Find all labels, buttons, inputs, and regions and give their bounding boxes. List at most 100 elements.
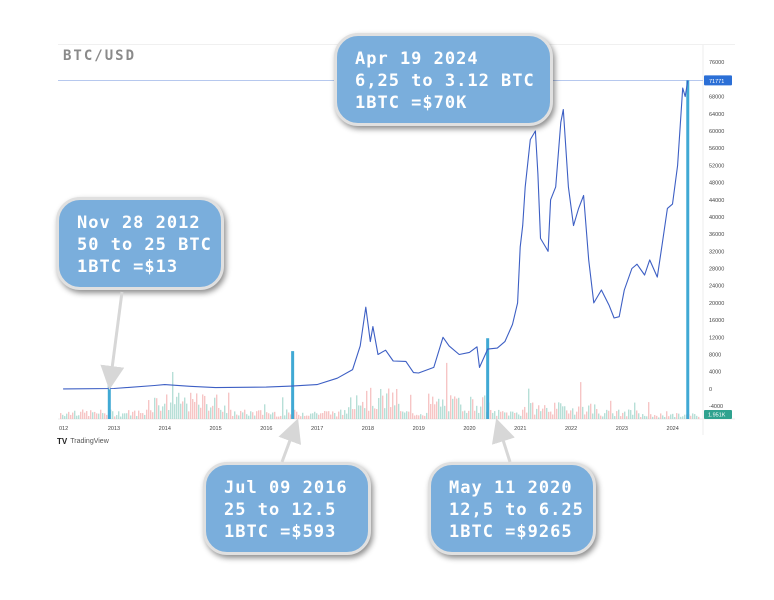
volume-bar: [142, 413, 144, 419]
volume-bar: [594, 404, 596, 419]
volume-bar: [294, 409, 296, 419]
volume-bar: [354, 409, 356, 419]
volume-bar: [586, 411, 588, 419]
volume-bar: [430, 403, 432, 419]
volume-bar: [582, 406, 584, 419]
volume-bar: [532, 402, 534, 419]
volume-bar: [68, 411, 70, 419]
volume-bar: [562, 406, 564, 419]
volume-bar: [422, 415, 424, 419]
volume-bar: [94, 411, 96, 419]
volume-bar: [428, 393, 430, 419]
volume-bar: [124, 413, 126, 419]
volume-bar: [584, 414, 586, 419]
volume-bar: [504, 412, 506, 419]
volume-bar: [612, 413, 614, 419]
volume-bar: [696, 415, 698, 419]
volume-bar: [610, 400, 612, 419]
volume-bar: [644, 415, 646, 419]
volume-bar: [172, 371, 174, 419]
volume-bar: [144, 414, 146, 419]
callout-2024-reward: 6,25 to 3.12 BTC: [355, 71, 535, 91]
volume-bar: [270, 414, 272, 419]
volume-bar: [398, 403, 400, 419]
callout-2012-price: 1BTC =$13: [77, 257, 179, 277]
volume-bar: [678, 413, 680, 419]
volume-bar: [336, 416, 338, 419]
volume-bar: [526, 412, 528, 419]
volume-bar: [672, 413, 674, 419]
volume-bar: [510, 411, 512, 419]
y-tick-label: 40000: [709, 215, 724, 221]
volume-bar: [656, 415, 658, 419]
halving-marker: [686, 80, 690, 419]
volume-bar: [112, 411, 114, 419]
volume-bar: [416, 414, 418, 419]
volume-bar: [602, 416, 604, 419]
volume-bar: [694, 414, 696, 419]
volume-bar: [188, 411, 190, 419]
volume-bar: [210, 407, 212, 419]
halving-marker: [486, 338, 490, 419]
volume-bar: [498, 409, 500, 419]
volume-bar: [296, 411, 298, 419]
volume-bar: [318, 414, 320, 419]
volume-bar: [418, 415, 420, 419]
volume-bar: [236, 414, 238, 419]
volume-bar: [550, 411, 552, 419]
volume-bar: [534, 414, 536, 419]
volume-bar: [98, 413, 100, 419]
volume-bar: [432, 396, 434, 419]
y-tick-label: 32000: [709, 249, 724, 255]
volume-bar: [554, 402, 556, 419]
chart-title: BTC/USD: [63, 48, 137, 64]
volume-bar: [218, 407, 220, 419]
volume-bar: [182, 401, 184, 419]
volume-bar: [682, 416, 684, 419]
volume-bar: [424, 415, 426, 419]
volume-bar: [174, 404, 176, 419]
volume-bar: [178, 392, 180, 419]
x-tick-label: 2016: [260, 426, 272, 432]
volume-bar: [146, 409, 148, 419]
volume-bar: [648, 402, 650, 419]
x-tick-label: 2014: [159, 426, 171, 432]
volume-bar: [62, 414, 64, 419]
y-tick-label: 16000: [709, 318, 724, 324]
volume-bar: [266, 412, 268, 419]
volume-bar: [128, 410, 130, 419]
callout-2016-price: 1BTC =$593: [224, 522, 337, 542]
volume-bar: [64, 416, 66, 419]
y-tick-label: 28000: [709, 267, 724, 273]
volume-bar: [304, 415, 306, 419]
volume-bar: [130, 415, 132, 419]
volume-bar: [516, 412, 518, 419]
volume-bar: [322, 413, 324, 419]
volume-bar: [514, 412, 516, 419]
volume-bar: [658, 417, 660, 419]
volume-bar: [176, 396, 178, 419]
callout-2016: Jul 09 2016 25 to 12.5 1BTC =$593: [203, 462, 371, 555]
volume-bar: [298, 414, 300, 419]
volume-bar: [620, 416, 622, 419]
volume-bar: [186, 403, 188, 419]
volume-bar: [690, 415, 692, 419]
volume-bar: [420, 414, 422, 419]
volume-bar: [496, 415, 498, 419]
volume-bar: [276, 416, 278, 419]
volume-bar: [82, 409, 84, 419]
volume-bar: [502, 411, 504, 419]
volume-bar: [536, 408, 538, 419]
volume-bar: [368, 410, 370, 419]
x-tick-label: 2015: [209, 426, 221, 432]
volume-bar: [670, 414, 672, 419]
volume-bar: [480, 406, 482, 419]
volume-bar: [200, 407, 202, 419]
volume-bar: [564, 406, 566, 419]
volume-bar: [470, 396, 472, 419]
volume-bar: [414, 415, 416, 419]
volume-bar: [380, 388, 382, 419]
volume-bar: [634, 402, 636, 419]
volume-bar: [356, 395, 358, 419]
volume-bar: [234, 411, 236, 419]
